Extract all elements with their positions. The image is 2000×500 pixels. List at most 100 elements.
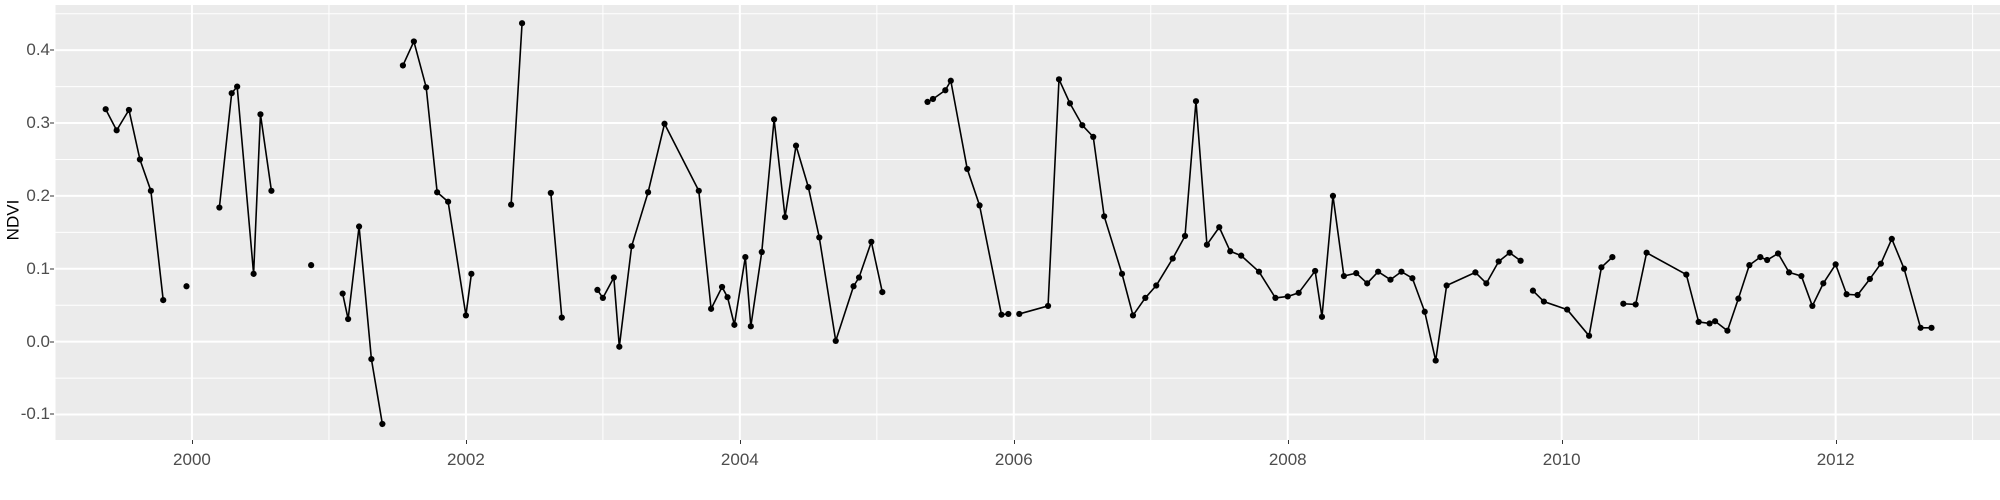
data-point: [379, 420, 386, 428]
data-point: [1118, 270, 1126, 277]
y-tick-mark: [50, 413, 54, 415]
data-point: [1295, 289, 1302, 296]
data-point: [125, 106, 133, 114]
data-point: [1016, 310, 1023, 318]
data-point: [1483, 280, 1490, 287]
y-axis-title: NDVI: [0, 0, 26, 440]
data-point: [816, 234, 823, 241]
data-point: [368, 356, 375, 363]
x-tick-label: 2004: [720, 450, 759, 469]
data-point: [792, 142, 800, 149]
data-point: [183, 283, 190, 290]
data-point: [1785, 269, 1793, 276]
data-point: [339, 290, 346, 297]
data-point: [1432, 357, 1439, 364]
data-point: [1517, 257, 1524, 264]
data-point: [410, 38, 417, 45]
series-segment: [402, 40, 473, 317]
data-point: [644, 189, 652, 196]
x-tick-mark: [1561, 440, 1563, 444]
data-point: [250, 270, 257, 277]
series-segment: [341, 225, 384, 425]
data-point: [1181, 232, 1189, 240]
x-tick-mark: [465, 440, 467, 444]
data-point: [1066, 100, 1074, 107]
data-point: [1142, 294, 1149, 302]
data-point: [1706, 320, 1713, 327]
data-point: [1506, 249, 1513, 256]
series-segment: [550, 192, 563, 319]
data-point: [1398, 268, 1405, 275]
data-point: [879, 288, 886, 296]
y-tick-mark: [50, 122, 54, 124]
y-tick-mark: [50, 341, 54, 343]
data-point: [998, 311, 1005, 318]
data-point: [345, 315, 352, 323]
data-point: [1746, 262, 1753, 269]
data-point: [1540, 298, 1547, 305]
data-point: [1318, 313, 1326, 320]
data-point: [1387, 276, 1394, 283]
x-tick-label: 2002: [446, 450, 485, 469]
data-point: [1312, 267, 1319, 275]
data-point: [1843, 291, 1850, 298]
series-segment: [1622, 251, 1711, 325]
data-point: [423, 84, 430, 91]
y-tick-label: 0.0: [26, 331, 50, 351]
data-point: [1329, 192, 1337, 199]
data-point: [1272, 294, 1279, 302]
data-point: [1421, 308, 1428, 315]
y-tick-mark: [50, 49, 54, 51]
data-point: [747, 323, 754, 330]
data-point: [355, 223, 363, 230]
data-point: [1375, 268, 1382, 275]
data-point: [1854, 291, 1861, 299]
data-point: [1409, 275, 1416, 282]
data-point: [1090, 133, 1097, 140]
data-point: [216, 204, 223, 211]
data-point: [160, 297, 167, 304]
data-point: [102, 106, 109, 113]
series-segment: [1018, 78, 1522, 362]
data-point: [1340, 272, 1347, 280]
data-point: [964, 165, 971, 173]
data-point: [718, 283, 726, 291]
ndvi-series-line: [104, 22, 1933, 425]
series-segment: [510, 22, 523, 206]
data-point: [468, 270, 475, 277]
data-point: [1055, 76, 1063, 83]
y-axis-title-label: NDVI: [3, 199, 22, 241]
data-point: [661, 120, 668, 127]
data-point: [1169, 255, 1176, 262]
data-point: [832, 337, 839, 344]
data-point: [616, 343, 623, 350]
data-point: [1585, 332, 1593, 339]
data-point: [228, 90, 235, 97]
data-point: [1775, 250, 1782, 257]
data-point: [1712, 318, 1719, 325]
data-point: [1101, 213, 1108, 220]
y-tick-label: 0.2: [26, 185, 50, 205]
data-point: [308, 262, 315, 269]
grid-major-horizontal: [55, 49, 2000, 416]
data-point: [1284, 293, 1291, 300]
data-point: [434, 189, 441, 196]
x-tick-label: 2008: [1268, 450, 1307, 469]
data-point: [924, 98, 931, 106]
data-point: [724, 294, 731, 301]
x-tick-label: 2006: [994, 450, 1033, 469]
data-point: [1203, 241, 1211, 248]
data-point: [708, 305, 715, 312]
data-point: [508, 201, 515, 208]
data-point: [1079, 122, 1086, 129]
data-point: [1044, 302, 1052, 310]
x-tick-mark: [191, 440, 193, 444]
x-tick-label: 2000: [173, 450, 211, 469]
data-point: [695, 187, 702, 194]
x-tick-mark: [739, 440, 741, 444]
data-point: [1472, 269, 1479, 276]
data-point: [1495, 258, 1502, 265]
data-point: [1888, 235, 1895, 242]
data-point: [1820, 280, 1827, 287]
data-point: [234, 83, 241, 90]
